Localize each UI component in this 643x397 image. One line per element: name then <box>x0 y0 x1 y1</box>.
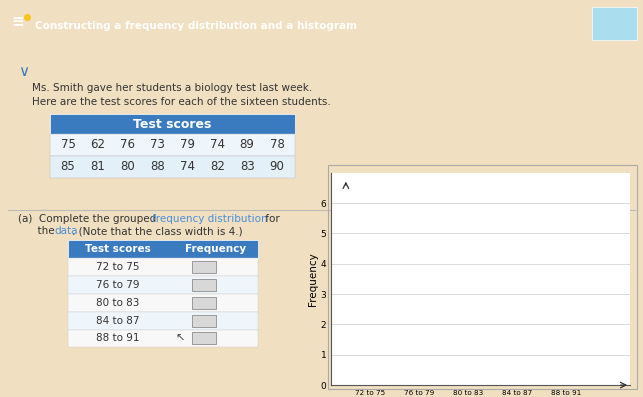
Text: data: data <box>54 226 78 236</box>
FancyBboxPatch shape <box>192 333 216 344</box>
Text: Test scores: Test scores <box>133 118 212 131</box>
FancyBboxPatch shape <box>192 279 216 291</box>
FancyBboxPatch shape <box>50 156 295 178</box>
Text: 89: 89 <box>240 139 255 151</box>
FancyBboxPatch shape <box>68 240 258 258</box>
Text: 73: 73 <box>150 139 165 151</box>
FancyBboxPatch shape <box>192 297 216 309</box>
Text: the: the <box>18 226 58 236</box>
Text: ∨: ∨ <box>18 64 29 79</box>
Text: 62: 62 <box>91 139 105 151</box>
Text: ↖: ↖ <box>176 333 185 343</box>
Text: 88 to 91: 88 to 91 <box>96 333 140 343</box>
FancyBboxPatch shape <box>50 114 295 134</box>
Text: 76 to 79: 76 to 79 <box>96 280 140 290</box>
Text: (b)  Construct a: (b) Construct a <box>338 214 423 224</box>
Text: for the data.: for the data. <box>468 214 536 224</box>
FancyBboxPatch shape <box>68 276 258 294</box>
Text: 80: 80 <box>120 160 135 173</box>
Text: 76: 76 <box>120 139 135 151</box>
FancyBboxPatch shape <box>68 258 258 276</box>
Text: 74: 74 <box>180 160 195 173</box>
Text: 74: 74 <box>210 139 225 151</box>
Text: 72 to 75: 72 to 75 <box>96 262 140 272</box>
Text: 80 to 83: 80 to 83 <box>96 298 140 308</box>
Text: 84 to 87: 84 to 87 <box>96 316 140 326</box>
Text: Frequency: Frequency <box>185 244 246 254</box>
Text: 85: 85 <box>60 160 75 173</box>
Text: ≡: ≡ <box>12 14 24 29</box>
Text: 75: 75 <box>60 139 75 151</box>
Text: 81: 81 <box>91 160 105 173</box>
Text: Test scores: Test scores <box>85 244 151 254</box>
Y-axis label: Frequency: Frequency <box>308 252 318 306</box>
Text: (a)  Complete the grouped: (a) Complete the grouped <box>18 214 159 224</box>
FancyBboxPatch shape <box>50 134 295 156</box>
Text: histogram: histogram <box>425 214 478 224</box>
Text: for: for <box>262 214 280 224</box>
Text: Constructing a frequency distribution and a histogram: Constructing a frequency distribution an… <box>35 21 358 31</box>
Text: Here are the test scores for each of the sixteen students.: Here are the test scores for each of the… <box>32 97 331 107</box>
Text: 82: 82 <box>210 160 224 173</box>
Text: 79: 79 <box>180 139 195 151</box>
Text: 90: 90 <box>269 160 284 173</box>
Text: 83: 83 <box>240 160 255 173</box>
Text: 78: 78 <box>269 139 284 151</box>
FancyBboxPatch shape <box>192 314 216 326</box>
FancyBboxPatch shape <box>592 7 637 40</box>
Text: 88: 88 <box>150 160 165 173</box>
FancyBboxPatch shape <box>68 330 258 347</box>
Text: Ms. Smith gave her students a biology test last week.: Ms. Smith gave her students a biology te… <box>32 83 312 93</box>
Text: . (Note that the class width is 4.): . (Note that the class width is 4.) <box>72 226 242 236</box>
FancyBboxPatch shape <box>68 294 258 312</box>
FancyBboxPatch shape <box>192 261 216 273</box>
FancyBboxPatch shape <box>68 312 258 330</box>
Text: frequency distribution: frequency distribution <box>152 214 267 224</box>
